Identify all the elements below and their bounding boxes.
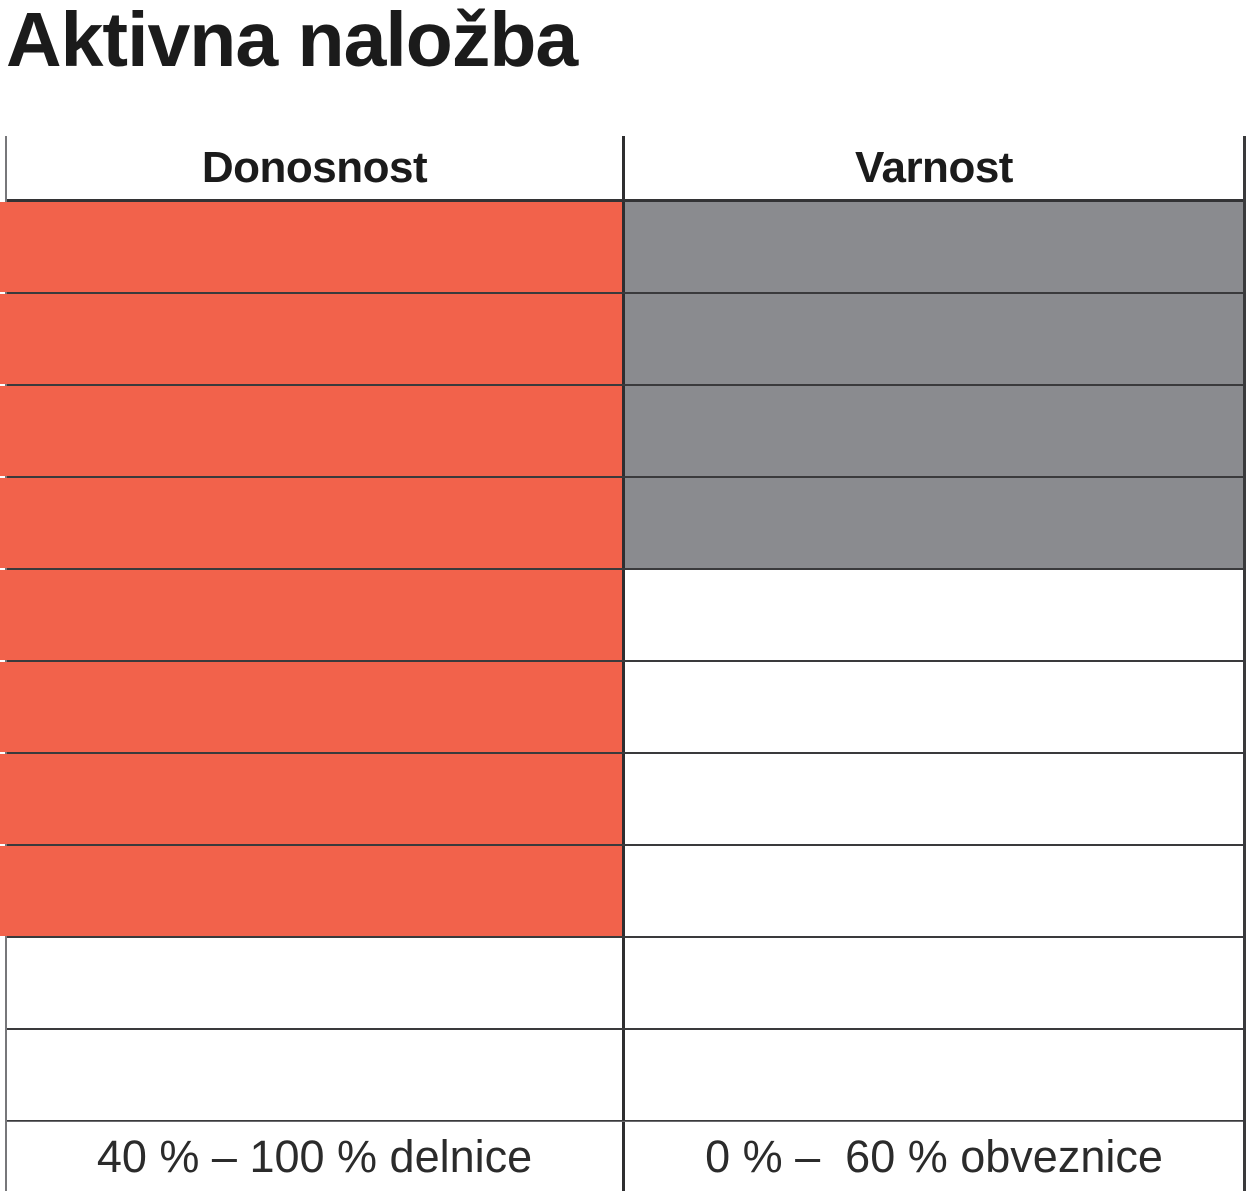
rating-cell-varnost-filled: [625, 294, 1243, 384]
rating-rows: [0, 202, 1243, 1122]
rating-table: Donosnost Varnost 40 % – 100 % delnice 0…: [0, 136, 1246, 1191]
rating-cell-donosnost-filled: [0, 386, 625, 476]
rating-cell-varnost-empty: [625, 570, 1243, 660]
rating-cell-donosnost-filled: [0, 202, 625, 292]
rating-cell-varnost-empty: [625, 662, 1243, 752]
rating-row: [7, 1030, 1243, 1122]
rating-cell-varnost-empty: [625, 1030, 1243, 1120]
rating-row: [0, 478, 1243, 570]
rating-cell-donosnost-filled: [0, 294, 625, 384]
rating-row: [0, 202, 1243, 294]
rating-cell-donosnost-filled: [0, 754, 625, 844]
rating-cell-varnost-empty: [625, 938, 1243, 1028]
rating-row: [7, 938, 1243, 1030]
rating-cell-varnost-empty: [625, 846, 1243, 936]
table-header-row: Donosnost Varnost: [7, 136, 1243, 202]
rating-cell-varnost-filled: [625, 478, 1243, 568]
column-header-varnost: Varnost: [855, 142, 1013, 192]
rating-cell-varnost-filled: [625, 386, 1243, 476]
rating-row: [0, 570, 1243, 662]
rating-row: [0, 846, 1243, 938]
rating-row: [0, 662, 1243, 754]
rating-cell-donosnost-empty: [7, 1030, 625, 1120]
rating-cell-varnost-empty: [625, 754, 1243, 844]
footer-label-delnice: 40 % – 100 % delnice: [7, 1122, 625, 1191]
rating-row: [0, 294, 1243, 386]
rating-cell-donosnost-filled: [0, 478, 625, 568]
rating-cell-donosnost-filled: [0, 570, 625, 660]
footer-label-obveznice: 0 % – 60 % obveznice: [705, 1130, 1163, 1182]
rating-row: [0, 386, 1243, 478]
table-footer-row: 40 % – 100 % delnice 0 % – 60 % obveznic…: [7, 1121, 1243, 1191]
column-header-donosnost: Donosnost: [7, 136, 625, 199]
rating-row: [0, 754, 1243, 846]
rating-cell-donosnost-empty: [7, 938, 625, 1028]
rating-cell-donosnost-filled: [0, 662, 625, 752]
rating-cell-varnost-filled: [625, 202, 1243, 292]
page-title: Aktivna naložba: [6, 0, 578, 83]
rating-cell-donosnost-filled: [0, 846, 625, 936]
